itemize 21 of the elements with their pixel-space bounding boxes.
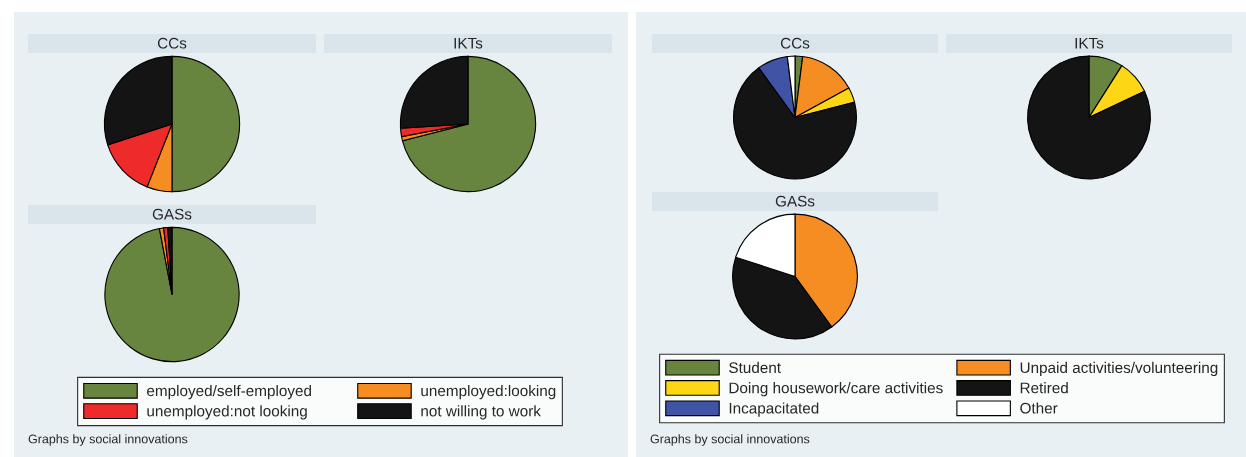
legend-label: unemployed:looking	[421, 384, 556, 400]
pie-slice	[104, 226, 240, 363]
legend-label: unemployed:not looking	[147, 405, 307, 420]
chart-title: CCs	[780, 37, 810, 49]
pie-slice	[401, 55, 537, 193]
legend-label: Retired	[1020, 382, 1068, 394]
chart-title: CCs	[157, 37, 187, 49]
legend-label: Other	[1020, 402, 1058, 414]
chart-title: IKTs	[1075, 37, 1104, 49]
legend-label: not willing to work	[421, 405, 541, 420]
pie-slice	[1027, 55, 1151, 180]
legend-label: Doing housework/care activities	[729, 382, 943, 397]
legend-label: employed/self-employed	[147, 384, 311, 400]
text: Graphs by social innovations	[28, 434, 188, 446]
legend-label: Unpaid activities/volunteering	[1020, 361, 1218, 377]
legend-label: Student	[729, 361, 781, 374]
legend-label: Incapacitated	[729, 402, 819, 417]
chart-title: IKTs	[454, 37, 483, 49]
chart-title: GASs	[775, 195, 815, 207]
chart-title: GASs	[152, 208, 192, 220]
text: Graphs by social innovations	[650, 434, 810, 446]
